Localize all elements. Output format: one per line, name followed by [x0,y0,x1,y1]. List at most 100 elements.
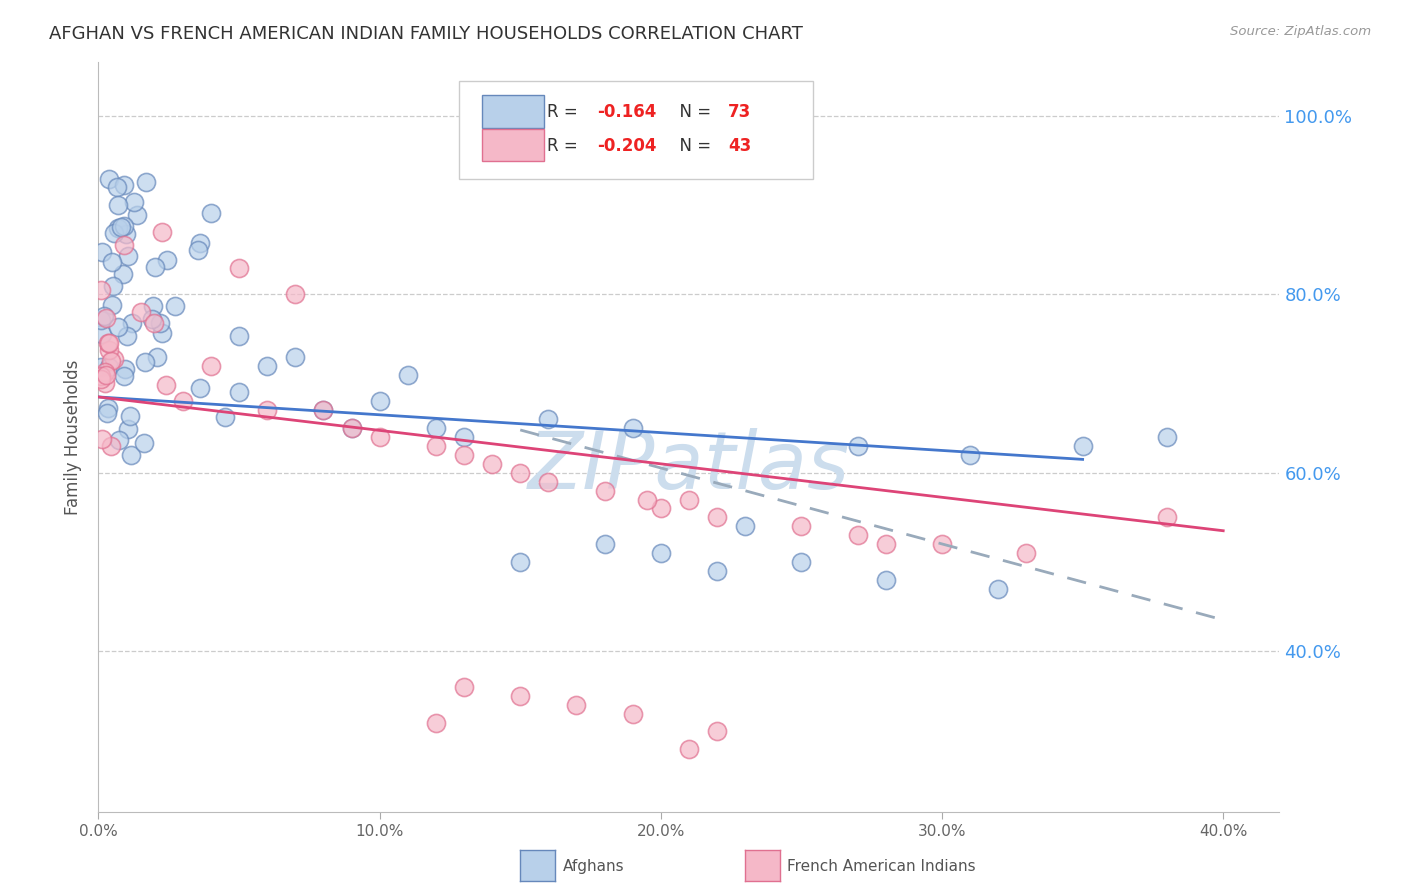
Point [453,448,475,462]
Point [846,528,869,542]
Point [112,238,135,252]
Point [114,362,136,376]
Point [150,225,173,239]
Point [90,359,112,374]
Point [425,715,447,730]
Point [678,492,700,507]
FancyBboxPatch shape [482,129,544,161]
Point [959,448,981,462]
Point [340,421,363,435]
Point [875,573,897,587]
Point [188,236,211,251]
Point [650,501,672,516]
Point [110,220,132,235]
Point [98,343,121,357]
Point [228,385,250,400]
Point [875,537,897,551]
Point [706,564,728,578]
Point [214,410,236,425]
Point [509,555,531,569]
Point [90,313,112,327]
Point [621,421,644,435]
Text: AFGHAN VS FRENCH AMERICAN INDIAN FAMILY HOUSEHOLDS CORRELATION CHART: AFGHAN VS FRENCH AMERICAN INDIAN FAMILY … [49,25,803,43]
Point [142,299,165,313]
Text: R =: R = [547,136,583,154]
Point [706,724,728,739]
Point [90,372,112,386]
Point [97,336,120,351]
Text: Source: ZipAtlas.com: Source: ZipAtlas.com [1230,25,1371,38]
Point [91,432,114,446]
Point [1071,439,1094,453]
Point [453,680,475,694]
Text: N =: N = [669,103,716,121]
Point [593,537,616,551]
Point [96,406,118,420]
Point [98,359,121,374]
Point [117,249,139,263]
Point [150,326,173,341]
Point [132,436,155,450]
Point [593,483,616,498]
Point [987,582,1010,596]
Point [1156,430,1178,444]
Point [650,546,672,560]
Point [90,368,112,383]
Point [509,689,531,703]
Point [509,466,531,480]
Point [678,742,700,756]
Point [790,519,813,533]
Point [340,421,363,435]
Point [256,359,278,373]
Point [121,316,143,330]
Point [97,172,120,186]
Point [129,305,152,319]
Text: -0.164: -0.164 [596,103,657,121]
Point [111,267,134,281]
Point [149,317,172,331]
Point [146,350,169,364]
Point [107,198,129,212]
Point [706,510,728,524]
Point [96,310,118,325]
Point [127,208,149,222]
FancyBboxPatch shape [458,81,813,178]
Point [256,403,278,417]
Point [117,421,139,435]
Point [931,537,953,551]
Point [112,178,135,193]
Point [100,298,122,312]
Point [114,227,136,241]
Text: 73: 73 [728,103,751,121]
Point [101,278,124,293]
Point [100,353,122,368]
Point [537,475,560,489]
Point [124,194,146,209]
Point [107,220,129,235]
Text: French American Indians: French American Indians [787,859,976,873]
Point [90,283,112,297]
Point [565,698,588,712]
Point [141,312,163,326]
Point [396,368,419,382]
Point [105,179,128,194]
Point [425,421,447,435]
Point [97,336,120,351]
Y-axis label: Family Households: Family Households [65,359,83,515]
Point [107,320,129,334]
Point [120,448,142,462]
Text: ZIPatlas: ZIPatlas [527,428,851,506]
Point [103,351,125,366]
Point [636,492,658,507]
Point [312,403,335,417]
Point [734,519,756,533]
Point [142,316,165,330]
Point [1015,546,1038,560]
Text: -0.204: -0.204 [596,136,657,154]
Point [284,350,307,364]
Text: N =: N = [669,136,716,154]
Point [135,175,157,189]
Point [145,260,167,274]
Point [368,430,391,444]
Point [94,376,117,390]
